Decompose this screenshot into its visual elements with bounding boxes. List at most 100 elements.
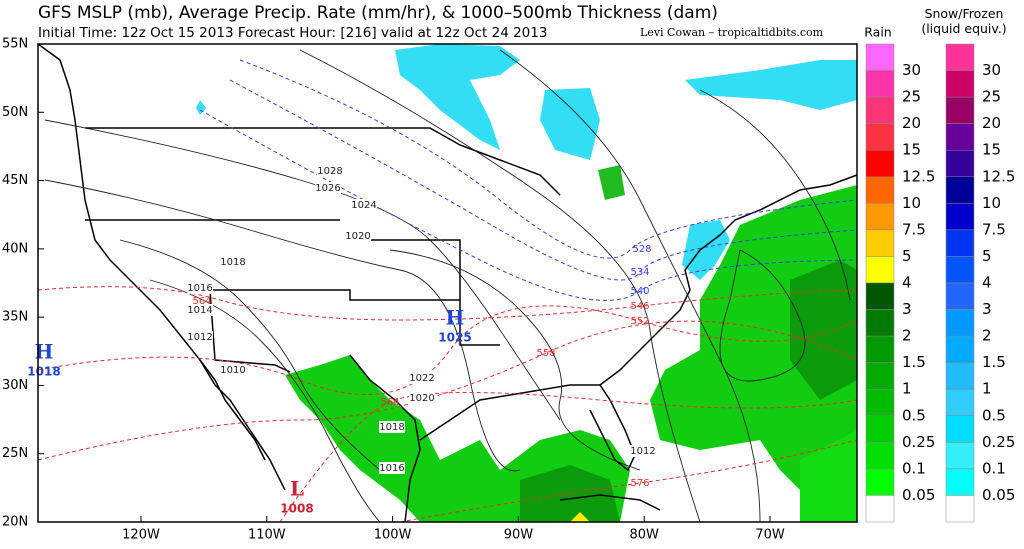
east-coast <box>599 174 858 386</box>
legend-label: 0.5 <box>902 406 926 424</box>
legend-label: 25 <box>982 88 1001 106</box>
legend-label: 0.1 <box>982 459 1006 477</box>
lon-label: 100W <box>374 528 412 543</box>
legend-swatch <box>865 149 895 178</box>
isobar-label: 1026 <box>315 183 340 194</box>
legend-swatch <box>865 388 895 417</box>
legend-swatch <box>865 256 895 284</box>
legend-title: Rain <box>864 25 891 40</box>
lat-label: 25N <box>2 446 28 461</box>
cuba <box>559 494 661 511</box>
legend-swatch <box>865 43 895 71</box>
map: H 1018 H 1025 L 1008 1028 1026 1024 1020 101… <box>27 43 858 523</box>
legend-swatch <box>945 388 975 417</box>
isobar <box>149 279 381 523</box>
label-bg <box>220 364 246 376</box>
label-bg <box>409 392 435 404</box>
isobar <box>44 179 521 472</box>
lon-label: 80W <box>629 528 659 543</box>
legend-swatch <box>865 282 895 310</box>
snow-area <box>682 220 730 280</box>
legend-label: 5 <box>982 247 992 265</box>
rain-area <box>800 430 857 522</box>
legend-swatch <box>865 495 895 523</box>
legend-label: 12.5 <box>982 167 1015 185</box>
snow-area <box>196 100 206 115</box>
legend-label: 0.05 <box>982 486 1015 504</box>
isobars <box>44 49 851 523</box>
lat-label: 20N <box>2 515 28 530</box>
thickness-label: 540 <box>630 286 649 297</box>
lat-label: 40N <box>2 241 28 256</box>
label-bg <box>187 304 213 316</box>
isobar-label: 1028 <box>317 166 342 177</box>
isobar <box>299 49 701 523</box>
rain-area <box>570 512 590 522</box>
legends: Rain3025201512.5107.554321.510.50.250.10… <box>864 6 1015 523</box>
isobar <box>389 249 641 471</box>
legend-swatch <box>945 468 975 496</box>
lat-label: 50N <box>2 105 28 120</box>
borders <box>85 127 561 373</box>
legend-label: 15 <box>982 141 1001 159</box>
credit: Levi Cowan – tropicaltidbits.com <box>640 26 824 39</box>
legend-label: 0.5 <box>982 406 1006 424</box>
legend-swatch <box>865 176 895 204</box>
legend-label: 5 <box>902 247 912 265</box>
legend-swatch <box>945 256 975 284</box>
legend-label: 30 <box>982 61 1001 79</box>
legend-swatch <box>865 309 895 337</box>
isobar-label: 1020 <box>345 231 370 242</box>
legend-label: 2 <box>982 327 992 345</box>
legend-swatch <box>945 229 975 257</box>
legend-label: 7.5 <box>902 220 926 238</box>
thickness-line <box>279 391 858 523</box>
label-bg <box>351 199 377 211</box>
isobar-label: 1016 <box>379 463 404 474</box>
subtitle: Initial Time: 12z Oct 15 2013 Forecast H… <box>38 25 547 41</box>
precip-areas <box>196 44 857 522</box>
rain-area <box>650 185 857 490</box>
legend-swatch <box>865 229 895 257</box>
thickness-label: 546 <box>630 301 649 312</box>
isobar-label: 1014 <box>187 305 212 316</box>
legend-label: 1 <box>982 380 992 398</box>
lon-label: 70W <box>755 528 785 543</box>
legend-swatch <box>945 123 975 151</box>
label-bg <box>409 372 435 384</box>
lat-label: 35N <box>2 310 28 325</box>
thickness-label: 558 <box>536 348 555 359</box>
legend-label: 10 <box>982 194 1001 212</box>
label-bg <box>630 445 656 457</box>
legend-label: 3 <box>902 300 912 318</box>
label-bg <box>187 331 213 343</box>
legend-label: 2 <box>902 327 912 345</box>
legend-label: 0.05 <box>902 486 935 504</box>
rain-area <box>598 165 625 200</box>
thickness-line <box>229 79 858 281</box>
legend-swatch <box>945 309 975 337</box>
label-bg <box>379 462 405 474</box>
legend-label: 4 <box>902 274 912 292</box>
isobar <box>44 119 561 421</box>
legend-label: 7.5 <box>982 220 1006 238</box>
legend-label: 1.5 <box>982 353 1006 371</box>
legend-swatch <box>865 362 895 390</box>
isobar-label: 1012 <box>630 446 655 457</box>
thickness-label: 564 <box>380 397 399 408</box>
thickness-line <box>239 59 858 259</box>
legend-swatch <box>865 96 895 124</box>
legend-swatch <box>865 203 895 231</box>
lat-label: 55N <box>2 37 28 52</box>
legend-swatch <box>945 282 975 310</box>
legend-swatch <box>945 149 975 178</box>
map-frame <box>37 43 858 523</box>
axes: 55N 50N 45N 40N 35N 30N 25N 20N 120W 110W 100W 90W 8… <box>2 37 785 543</box>
lon-label: 90W <box>504 528 534 543</box>
legend-swatch <box>945 415 975 443</box>
legend-label: 20 <box>902 114 921 132</box>
legend-swatch <box>865 123 895 151</box>
isobar <box>119 239 381 471</box>
legend-title: Snow/Frozen (liquid equiv.) <box>921 6 1006 36</box>
